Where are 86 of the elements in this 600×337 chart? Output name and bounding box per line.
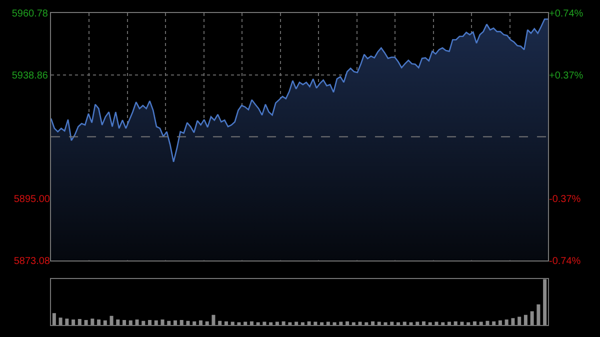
- bar: [122, 320, 126, 325]
- bar: [167, 320, 171, 325]
- bar: [447, 322, 451, 325]
- bar: [128, 320, 132, 325]
- bar: [504, 319, 508, 325]
- bar: [441, 322, 445, 325]
- y-tick-label: 5873.08: [14, 256, 50, 267]
- bar: [250, 321, 254, 325]
- bar: [230, 322, 234, 325]
- bar: [180, 320, 184, 325]
- bar: [110, 316, 114, 325]
- bar: [326, 322, 330, 325]
- bar: [460, 322, 464, 325]
- bar: [390, 322, 394, 325]
- bar: [479, 322, 483, 325]
- bar: [524, 314, 528, 325]
- bar: [58, 318, 62, 325]
- y2-tick-label: +0.74%: [549, 8, 584, 20]
- bar: [472, 321, 476, 325]
- bar: [148, 320, 152, 325]
- bar: [536, 304, 540, 325]
- bar: [97, 319, 101, 325]
- y-tick-label: 5895.00: [14, 194, 50, 206]
- bar: [409, 322, 413, 325]
- bar: [352, 322, 356, 325]
- bar: [160, 319, 164, 325]
- y-tick-label: 5938.86: [12, 70, 48, 82]
- bar: [244, 322, 248, 325]
- bar: [212, 314, 216, 325]
- bar: [103, 320, 107, 325]
- bar: [237, 322, 241, 325]
- bar: [269, 322, 273, 325]
- bar: [174, 320, 177, 325]
- bar: [218, 320, 222, 325]
- bar: [288, 322, 292, 325]
- bar: [198, 320, 202, 325]
- bar: [377, 322, 381, 325]
- bar: [416, 322, 420, 325]
- bar: [402, 322, 406, 325]
- bar: [72, 319, 76, 325]
- bar: [78, 319, 82, 325]
- bar: [282, 321, 286, 325]
- bar: [314, 322, 318, 325]
- bar: [142, 320, 146, 325]
- bar: [300, 322, 304, 325]
- y-tick-label: 5960.78: [12, 8, 48, 20]
- y2-tick-label: -0.74%: [549, 256, 581, 267]
- bar: [358, 322, 362, 325]
- bar: [84, 320, 88, 325]
- bar: [65, 318, 69, 325]
- bar: [224, 321, 228, 325]
- bar: [294, 322, 298, 325]
- bar: [192, 321, 196, 325]
- bar: [346, 321, 350, 325]
- bar: [116, 319, 120, 325]
- bar: [90, 318, 94, 325]
- bar: [135, 319, 139, 325]
- bar: [307, 321, 311, 325]
- bar: [262, 322, 266, 325]
- bar: [205, 321, 209, 325]
- bar: [364, 322, 368, 325]
- bar: [422, 321, 426, 325]
- bar: [530, 311, 534, 325]
- bar: [396, 322, 400, 325]
- bar: [275, 322, 279, 325]
- bar: [498, 320, 502, 325]
- y2-tick-label: +0.37%: [549, 70, 584, 82]
- bar: [384, 322, 388, 325]
- bar: [518, 316, 522, 325]
- bar: [186, 320, 190, 325]
- bar: [466, 322, 470, 325]
- bar: [256, 322, 260, 325]
- bar: [454, 321, 458, 325]
- bar: [492, 321, 496, 325]
- bar: [428, 322, 432, 325]
- bar: [320, 322, 324, 325]
- bar: [52, 313, 56, 325]
- bar: [543, 279, 547, 325]
- bar: [154, 320, 158, 325]
- y2-tick-label: -0.37%: [549, 194, 581, 206]
- bar: [511, 318, 515, 325]
- bar: [434, 322, 438, 325]
- bar: [486, 320, 490, 325]
- bar: [339, 322, 343, 325]
- bar: [332, 322, 336, 325]
- bar: [371, 321, 375, 325]
